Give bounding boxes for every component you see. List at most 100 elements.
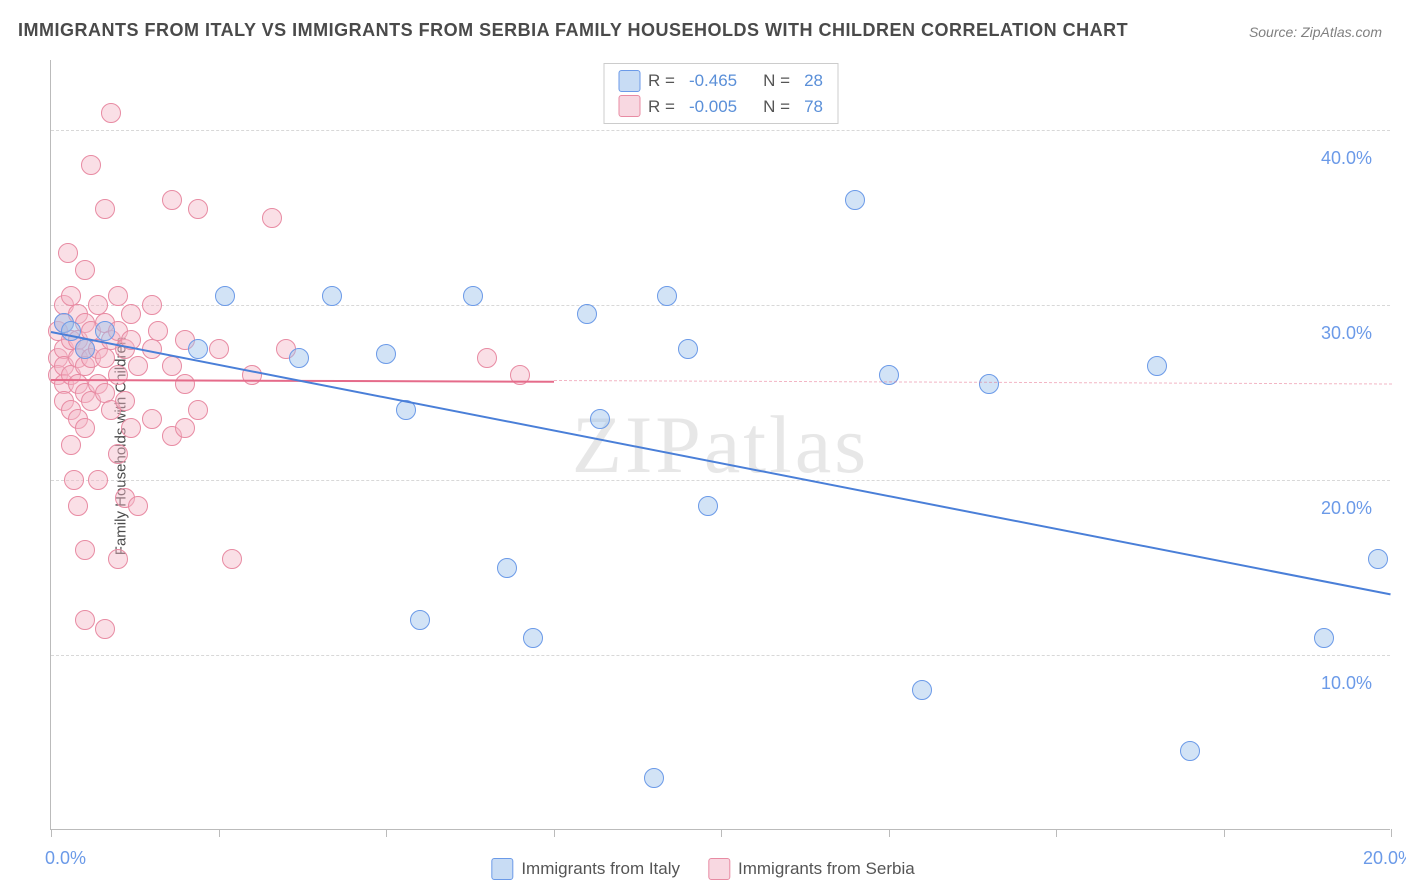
data-point-serbia xyxy=(95,619,115,639)
data-point-serbia xyxy=(162,190,182,210)
data-point-serbia xyxy=(75,418,95,438)
data-point-serbia xyxy=(128,496,148,516)
data-point-serbia xyxy=(88,470,108,490)
source-attribution: Source: ZipAtlas.com xyxy=(1249,24,1382,40)
data-point-italy xyxy=(1314,628,1334,648)
data-point-italy xyxy=(523,628,543,648)
chart-title: IMMIGRANTS FROM ITALY VS IMMIGRANTS FROM… xyxy=(18,20,1128,41)
y-tick-label: 30.0% xyxy=(1321,323,1372,344)
legend-swatch-italy xyxy=(618,70,640,92)
data-point-serbia xyxy=(75,540,95,560)
x-tick xyxy=(219,829,220,837)
data-point-italy xyxy=(698,496,718,516)
gridline-horizontal xyxy=(51,305,1390,306)
data-point-serbia xyxy=(148,321,168,341)
data-point-italy xyxy=(188,339,208,359)
data-point-serbia xyxy=(68,496,88,516)
data-point-italy xyxy=(497,558,517,578)
data-point-italy xyxy=(322,286,342,306)
chart-container: IMMIGRANTS FROM ITALY VS IMMIGRANTS FROM… xyxy=(0,0,1406,892)
data-point-italy xyxy=(644,768,664,788)
data-point-italy xyxy=(1147,356,1167,376)
data-point-serbia xyxy=(142,409,162,429)
y-tick-label: 10.0% xyxy=(1321,673,1372,694)
data-point-serbia xyxy=(115,391,135,411)
gridline-horizontal xyxy=(51,130,1390,131)
data-point-serbia xyxy=(101,103,121,123)
data-point-serbia xyxy=(75,260,95,280)
trendline-serbia-dashed xyxy=(553,380,1390,384)
data-point-italy xyxy=(1180,741,1200,761)
x-tick xyxy=(554,829,555,837)
data-point-serbia xyxy=(121,304,141,324)
data-point-italy xyxy=(979,374,999,394)
x-tick xyxy=(386,829,387,837)
data-point-serbia xyxy=(175,374,195,394)
data-point-serbia xyxy=(108,549,128,569)
n-label: N = xyxy=(763,94,790,120)
n-value: 28 xyxy=(804,68,823,94)
x-tick xyxy=(721,829,722,837)
x-tick xyxy=(1056,829,1057,837)
data-point-serbia xyxy=(477,348,497,368)
n-value: 78 xyxy=(804,94,823,120)
data-point-serbia xyxy=(108,286,128,306)
legend-swatch-serbia xyxy=(618,95,640,117)
x-tick xyxy=(889,829,890,837)
data-point-italy xyxy=(215,286,235,306)
data-point-serbia xyxy=(262,208,282,228)
legend-series-label: Immigrants from Serbia xyxy=(738,859,915,879)
r-label: R = xyxy=(648,68,675,94)
data-point-serbia xyxy=(188,400,208,420)
x-tick-label: 0.0% xyxy=(45,848,86,869)
legend-stats-row: R = -0.005 N = 78 xyxy=(618,94,823,120)
plot-area: ZIPatlas R = -0.465 N = 28 R = -0.005 N = 78 10… xyxy=(50,60,1390,830)
data-point-italy xyxy=(75,339,95,359)
data-point-italy xyxy=(95,321,115,341)
data-point-italy xyxy=(678,339,698,359)
legend-swatch-serbia xyxy=(708,858,730,880)
data-point-serbia xyxy=(209,339,229,359)
x-tick xyxy=(1391,829,1392,837)
r-label: R = xyxy=(648,94,675,120)
data-point-serbia xyxy=(121,418,141,438)
legend-series-item: Immigrants from Italy xyxy=(491,858,680,880)
data-point-italy xyxy=(376,344,396,364)
x-tick-label: 20.0% xyxy=(1363,848,1406,869)
legend-series: Immigrants from Italy Immigrants from Ser… xyxy=(491,858,914,880)
data-point-italy xyxy=(577,304,597,324)
data-point-serbia xyxy=(142,295,162,315)
data-point-italy xyxy=(289,348,309,368)
gridline-horizontal xyxy=(51,655,1390,656)
n-label: N = xyxy=(763,68,790,94)
r-value: -0.005 xyxy=(689,94,737,120)
data-point-serbia xyxy=(108,444,128,464)
data-point-italy xyxy=(912,680,932,700)
data-point-serbia xyxy=(95,348,115,368)
data-point-italy xyxy=(463,286,483,306)
y-tick-label: 20.0% xyxy=(1321,498,1372,519)
data-point-italy xyxy=(410,610,430,630)
data-point-serbia xyxy=(95,199,115,219)
r-value: -0.465 xyxy=(689,68,737,94)
gridline-horizontal xyxy=(51,480,1390,481)
legend-stats: R = -0.465 N = 28 R = -0.005 N = 78 xyxy=(603,63,838,124)
data-point-serbia xyxy=(58,243,78,263)
watermark: ZIPatlas xyxy=(572,398,869,492)
trendline-italy xyxy=(51,331,1391,595)
x-tick xyxy=(1224,829,1225,837)
data-point-serbia xyxy=(162,356,182,376)
data-point-italy xyxy=(845,190,865,210)
data-point-italy xyxy=(1368,549,1388,569)
data-point-italy xyxy=(657,286,677,306)
y-tick-label: 40.0% xyxy=(1321,148,1372,169)
data-point-serbia xyxy=(188,199,208,219)
legend-series-label: Immigrants from Italy xyxy=(521,859,680,879)
data-point-serbia xyxy=(75,610,95,630)
data-point-serbia xyxy=(175,418,195,438)
data-point-serbia xyxy=(222,549,242,569)
data-point-italy xyxy=(590,409,610,429)
legend-swatch-italy xyxy=(491,858,513,880)
data-point-serbia xyxy=(128,356,148,376)
data-point-serbia xyxy=(108,365,128,385)
